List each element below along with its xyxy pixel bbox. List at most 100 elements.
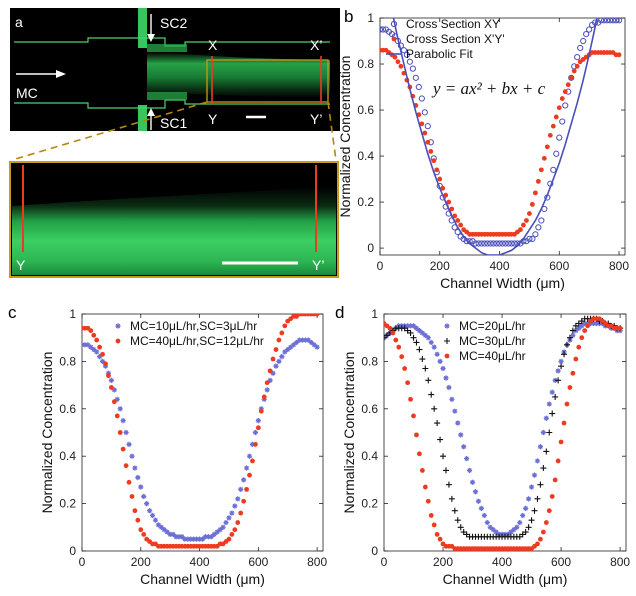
data-point	[217, 527, 223, 533]
data-point	[528, 484, 535, 490]
data-point	[97, 354, 103, 360]
legend-entry: Cross Section X'Y'	[406, 32, 505, 46]
data-point	[120, 446, 126, 452]
data-point	[461, 444, 467, 450]
data-point	[276, 337, 282, 343]
series-1	[82, 314, 320, 549]
data-point	[405, 380, 411, 386]
data-point	[576, 344, 582, 350]
y-tick-label: 0.6	[357, 103, 374, 117]
data-point	[99, 358, 106, 364]
data-point	[422, 365, 429, 372]
data-point	[273, 363, 279, 369]
x-axis-label: Channel Width (μm)	[443, 571, 568, 587]
data-point	[490, 527, 496, 533]
legend-marker	[390, 20, 398, 28]
data-point	[452, 213, 458, 219]
data-point	[419, 468, 425, 473]
data-point	[534, 458, 541, 464]
x-tick-label: 0	[79, 555, 86, 569]
plot-panel-d: 0 200 400 600 800 0 0.2 0.4 0.6 0.8 1 Channel Width…	[341, 307, 630, 587]
y-tick-label: 0.8	[357, 57, 374, 71]
flow-stream	[147, 52, 330, 98]
data-point	[428, 339, 434, 346]
data-point	[296, 337, 303, 343]
x-tick-label: 200	[433, 555, 453, 569]
data-point	[235, 496, 241, 502]
data-point	[410, 334, 417, 341]
y-axis-label: Normalized Concentration	[337, 56, 353, 218]
data-point	[392, 54, 398, 60]
data-point	[270, 370, 276, 376]
data-point	[94, 337, 100, 343]
data-point	[440, 365, 446, 372]
data-point	[534, 495, 541, 502]
data-point	[546, 429, 553, 436]
data-point	[571, 68, 577, 74]
data-point	[549, 410, 556, 417]
data-point	[407, 329, 414, 336]
y-tick-label: 1	[371, 307, 378, 321]
data-point	[434, 167, 440, 173]
flow-stream-upper	[147, 44, 187, 52]
zoom-connector-left	[11, 101, 208, 161]
data-point	[564, 401, 570, 407]
data-point	[149, 512, 156, 519]
data-point	[457, 524, 464, 531]
data-point	[135, 474, 141, 481]
sc1-arrow-head	[147, 108, 155, 116]
data-point	[454, 517, 461, 524]
data-point	[421, 109, 428, 116]
data-point	[305, 337, 311, 343]
y-tick-label: 0.2	[59, 497, 76, 511]
data-point	[425, 139, 431, 145]
data-point	[146, 508, 153, 514]
x-label: X	[208, 37, 218, 53]
data-point	[532, 231, 539, 238]
x-tick-label: 200	[131, 555, 151, 569]
data-point	[499, 240, 506, 247]
equation-label: y = ax² + bx + c	[431, 79, 546, 98]
data-point	[191, 536, 197, 542]
data-point	[463, 238, 470, 245]
y-tick-label: 0	[371, 544, 378, 558]
data-point	[590, 320, 597, 327]
data-point	[443, 375, 449, 381]
data-point	[241, 498, 247, 504]
mc-label: MC	[16, 85, 38, 101]
data-point	[123, 429, 129, 436]
data-point	[132, 465, 138, 471]
y-tick-label: 0.4	[357, 149, 374, 163]
data-point	[434, 351, 440, 357]
panel-a: a SC2 SC1 MC X X’ Y Y’ Y Y’	[9, 8, 340, 278]
data-point	[566, 334, 573, 341]
data-point	[164, 529, 170, 535]
data-point	[582, 328, 588, 333]
data-point	[550, 166, 557, 173]
data-point	[597, 18, 605, 24]
data-point	[526, 496, 532, 502]
data-point	[185, 536, 191, 542]
x-tick-label: 0	[381, 555, 388, 569]
data-point	[543, 520, 549, 525]
data-point	[384, 334, 387, 341]
data-point	[158, 524, 164, 530]
y-label: Y	[208, 111, 218, 127]
data-point	[446, 384, 452, 391]
data-point	[182, 536, 188, 542]
data-point	[194, 536, 200, 542]
data-point	[606, 18, 614, 24]
data-point	[411, 413, 416, 419]
data-point	[576, 325, 582, 331]
data-point	[264, 380, 270, 386]
data-point	[487, 524, 493, 530]
data-point	[540, 429, 546, 436]
data-point	[562, 89, 568, 95]
data-point	[511, 527, 517, 533]
channel-outline	[14, 37, 330, 109]
data-point	[508, 529, 514, 535]
legend: MC=10μL/hr,SC=3μL/hrMC=40μL/hr,SC=12μL/h…	[115, 319, 264, 348]
data-point	[82, 342, 88, 348]
legend-entry: MC=40μL/hr	[459, 349, 526, 363]
data-point	[570, 370, 576, 376]
